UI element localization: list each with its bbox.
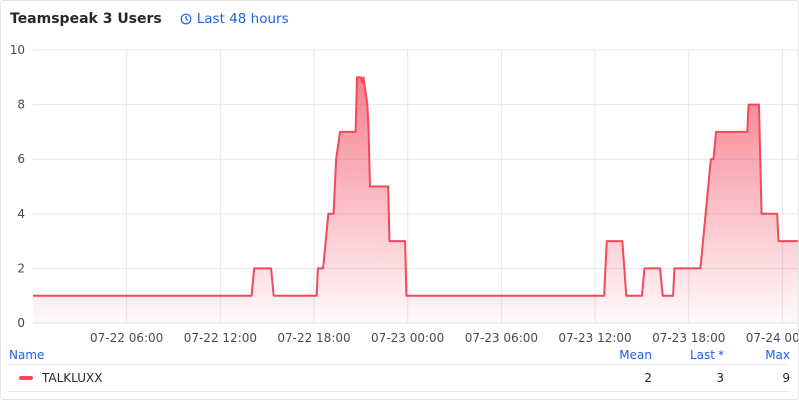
series-color-swatch[interactable] [19,376,33,380]
legend-series-label: TALKLUXX [42,371,103,385]
x-axis: 07-22 06:00 07-22 12:00 07-22 18:00 07-23 0… [90,331,798,345]
legend-last-value: 3 [716,371,724,385]
legend-row[interactable]: TALKLUXX 2 3 9 [9,365,790,392]
sort-indicator: * [718,347,724,362]
legend-header-name[interactable]: Name [9,347,45,362]
panel-title[interactable]: Teamspeak 3 Users [10,11,162,27]
clock-icon [180,13,192,25]
x-tick-label: 07-22 06:00 [90,331,163,345]
x-tick-label: 07-23 12:00 [558,331,631,345]
y-tick-label: 8 [17,98,25,112]
chart-plot[interactable]: 0 2 4 6 8 10 07-22 06:00 07-22 12:00 07-22 18:0… [1,1,798,345]
x-tick-label: 07-23 06:00 [465,331,538,345]
legend-header-mean[interactable]: Mean [619,347,652,362]
legend-max-value: 9 [782,371,790,385]
y-tick-label: 2 [17,261,25,275]
x-tick-label: 07-22 18:00 [277,331,350,345]
y-tick-label: 4 [17,207,25,221]
legend-header: Name Mean Last * Max [9,345,790,365]
legend-table: Name Mean Last * Max TALKLUXX 2 3 9 [9,345,790,392]
series-line [33,76,798,297]
legend-header-last-label: Last [690,347,715,362]
chart-grid [33,49,798,324]
time-range-link[interactable]: Last 48 hours [180,11,289,27]
x-tick-label: 07-22 12:00 [184,331,257,345]
y-axis: 0 2 4 6 8 10 [10,43,25,330]
time-range-label: Last 48 hours [196,11,289,27]
chart-series [33,76,798,323]
x-tick-label: 07-24 00:00 [746,331,798,345]
legend-header-max[interactable]: Max [765,347,790,362]
y-tick-label: 0 [17,316,25,330]
legend-header-last[interactable]: Last * [652,348,724,362]
series-area [33,77,798,323]
legend-series-name[interactable]: TALKLUXX [9,371,616,385]
panel-header: Teamspeak 3 Users Last 48 hours [10,9,289,29]
legend-mean-value: 2 [644,371,652,385]
x-tick-label: 07-23 00:00 [371,331,444,345]
x-tick-label: 07-23 18:00 [652,331,725,345]
y-tick-label: 10 [10,43,25,57]
y-tick-label: 6 [17,152,25,166]
